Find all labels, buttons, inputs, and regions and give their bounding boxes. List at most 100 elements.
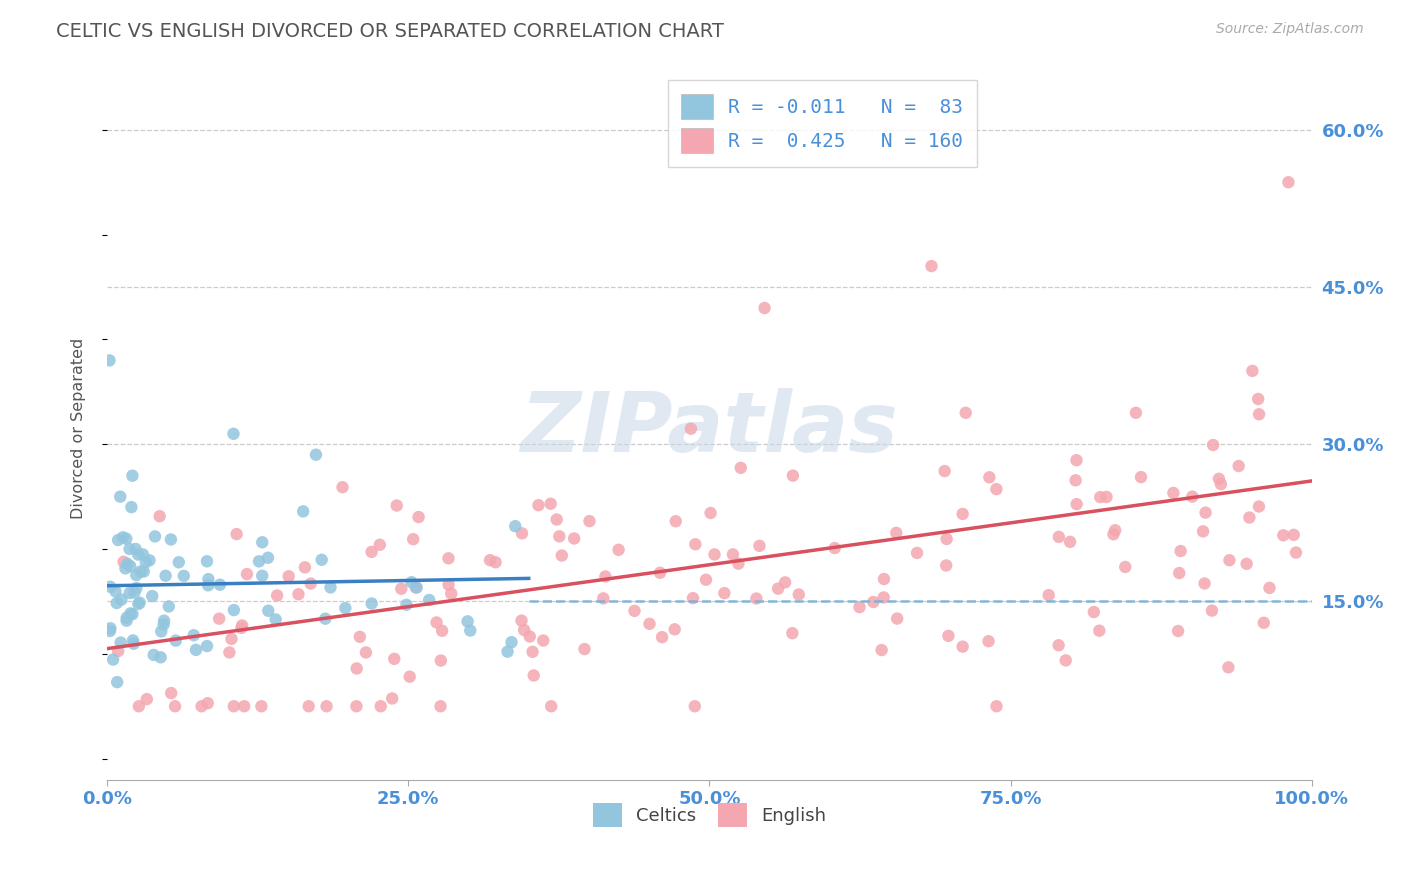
Point xyxy=(266,589,288,603)
Point xyxy=(225,527,247,541)
Point xyxy=(665,514,688,528)
Point xyxy=(651,630,673,644)
Point xyxy=(190,699,212,714)
Point xyxy=(685,537,707,551)
Point xyxy=(513,623,536,637)
Point xyxy=(132,548,155,562)
Point xyxy=(1247,392,1270,406)
Point xyxy=(418,593,440,607)
Point xyxy=(425,615,447,630)
Point xyxy=(1095,490,1118,504)
Text: CELTIC VS ENGLISH DIVORCED OR SEPARATED CORRELATION CHART: CELTIC VS ENGLISH DIVORCED OR SEPARATED … xyxy=(56,22,724,41)
Point xyxy=(314,612,336,626)
Text: ZIPatlas: ZIPatlas xyxy=(520,388,898,469)
Point xyxy=(160,686,183,700)
Point xyxy=(408,510,430,524)
Point xyxy=(405,581,427,595)
Point xyxy=(862,595,884,609)
Point xyxy=(344,699,367,714)
Point xyxy=(870,643,893,657)
Point xyxy=(208,612,231,626)
Point xyxy=(1285,545,1308,559)
Point xyxy=(124,541,146,556)
Point xyxy=(149,650,172,665)
Point xyxy=(1247,500,1270,514)
Point xyxy=(1201,604,1223,618)
Point xyxy=(1227,458,1250,473)
Point xyxy=(132,565,155,579)
Point xyxy=(430,654,453,668)
Point xyxy=(1038,588,1060,602)
Point xyxy=(349,630,371,644)
Point xyxy=(1218,660,1240,674)
Point xyxy=(782,468,804,483)
Point xyxy=(315,699,337,714)
Point xyxy=(1064,473,1087,487)
Point xyxy=(98,353,121,368)
Point xyxy=(548,529,571,543)
Point xyxy=(143,529,166,543)
Point xyxy=(319,581,342,595)
Point xyxy=(479,553,502,567)
Point xyxy=(546,512,568,526)
Point xyxy=(1090,490,1112,504)
Point xyxy=(107,533,129,547)
Point xyxy=(592,591,614,606)
Point xyxy=(112,555,135,569)
Point xyxy=(748,539,770,553)
Point xyxy=(787,587,810,601)
Point xyxy=(127,548,149,562)
Point xyxy=(257,604,280,618)
Point xyxy=(110,490,132,504)
Point xyxy=(1114,560,1136,574)
Point xyxy=(607,542,630,557)
Point xyxy=(1163,486,1185,500)
Point xyxy=(510,526,533,541)
Point xyxy=(730,460,752,475)
Point xyxy=(120,607,142,621)
Point xyxy=(183,628,205,642)
Point xyxy=(727,557,749,571)
Point xyxy=(124,585,146,599)
Point xyxy=(277,569,299,583)
Point xyxy=(1167,624,1189,638)
Point xyxy=(292,504,315,518)
Point xyxy=(105,675,128,690)
Point xyxy=(496,645,519,659)
Point xyxy=(218,645,240,659)
Point xyxy=(623,604,645,618)
Point xyxy=(197,696,219,710)
Point xyxy=(195,554,218,568)
Point xyxy=(1208,472,1230,486)
Point xyxy=(1236,557,1258,571)
Point xyxy=(346,661,368,675)
Point xyxy=(184,643,207,657)
Point xyxy=(305,448,328,462)
Point xyxy=(905,546,928,560)
Point xyxy=(195,639,218,653)
Point xyxy=(360,545,382,559)
Point xyxy=(935,532,957,546)
Point xyxy=(98,624,121,638)
Point xyxy=(1192,524,1215,539)
Point xyxy=(120,559,142,574)
Point xyxy=(848,600,870,615)
Point xyxy=(385,499,408,513)
Point xyxy=(440,586,463,600)
Point xyxy=(231,618,253,632)
Point xyxy=(1239,510,1261,524)
Point xyxy=(754,301,776,315)
Point xyxy=(523,668,546,682)
Point xyxy=(1194,576,1216,591)
Point xyxy=(257,550,280,565)
Point xyxy=(299,576,322,591)
Point xyxy=(401,575,423,590)
Point xyxy=(197,572,219,586)
Point xyxy=(398,670,420,684)
Point xyxy=(236,567,259,582)
Point xyxy=(382,652,405,666)
Point xyxy=(884,525,907,540)
Point xyxy=(1247,407,1270,421)
Point xyxy=(519,630,541,644)
Point xyxy=(1130,470,1153,484)
